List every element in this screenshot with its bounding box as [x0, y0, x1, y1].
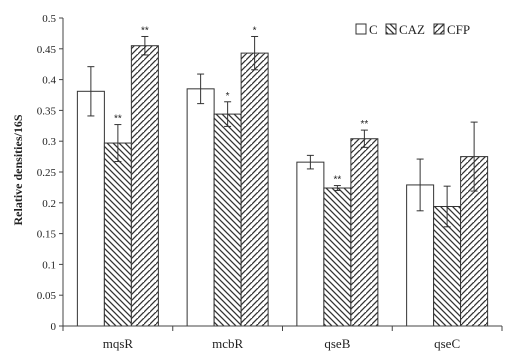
- x-tick-label: mqsR: [103, 336, 134, 351]
- y-tick-label: 0.4: [42, 75, 56, 87]
- y-tick-label: 0.5: [42, 13, 56, 25]
- bar: [76, 90, 105, 327]
- x-axis: mqsR mcbR qseB qseC: [62, 325, 503, 351]
- bar: [296, 161, 325, 327]
- significance-label: **: [360, 119, 368, 130]
- significance-label: *: [226, 91, 230, 102]
- bar: [103, 142, 132, 327]
- bar: [186, 88, 215, 327]
- bars: **********: [76, 25, 489, 327]
- y-tick-label: 0.35: [37, 105, 57, 117]
- x-tick-label: qseB: [324, 336, 350, 351]
- legend: C CAZ CFP: [355, 22, 470, 37]
- bar: [323, 187, 352, 327]
- legend-swatch: [433, 23, 445, 35]
- legend-label: C: [369, 22, 378, 37]
- y-tick-label: 0.1: [42, 259, 56, 271]
- x-tick-label: mcbR: [212, 336, 243, 351]
- significance-label: *: [253, 25, 257, 36]
- legend-label: CAZ: [399, 22, 425, 37]
- y-tick-label: 0.05: [37, 290, 57, 302]
- bar: [350, 138, 379, 327]
- bar: [240, 52, 269, 327]
- legend-swatch: [385, 23, 397, 35]
- y-axis: 0 0.05 0.1 0.15 0.2 0.25 0.3 0.35 0.4 0.45 0.5: [37, 13, 64, 333]
- y-tick-label: 0.45: [37, 44, 57, 56]
- y-tick-label: 0.3: [42, 136, 56, 148]
- y-tick-label: 0: [51, 321, 57, 333]
- bar: [130, 45, 159, 327]
- significance-label: **: [141, 25, 149, 36]
- y-tick-label: 0.15: [37, 229, 57, 241]
- y-tick-label: 0.25: [37, 167, 57, 179]
- bar: [213, 113, 242, 327]
- y-tick-label: 0.2: [42, 198, 56, 210]
- significance-label: **: [114, 114, 122, 125]
- x-tick-label: qseC: [434, 336, 460, 351]
- legend-swatch: [355, 23, 367, 35]
- legend-label: CFP: [447, 22, 470, 37]
- significance-label: **: [333, 175, 341, 186]
- y-axis-label: Relative densities/16S: [11, 114, 25, 225]
